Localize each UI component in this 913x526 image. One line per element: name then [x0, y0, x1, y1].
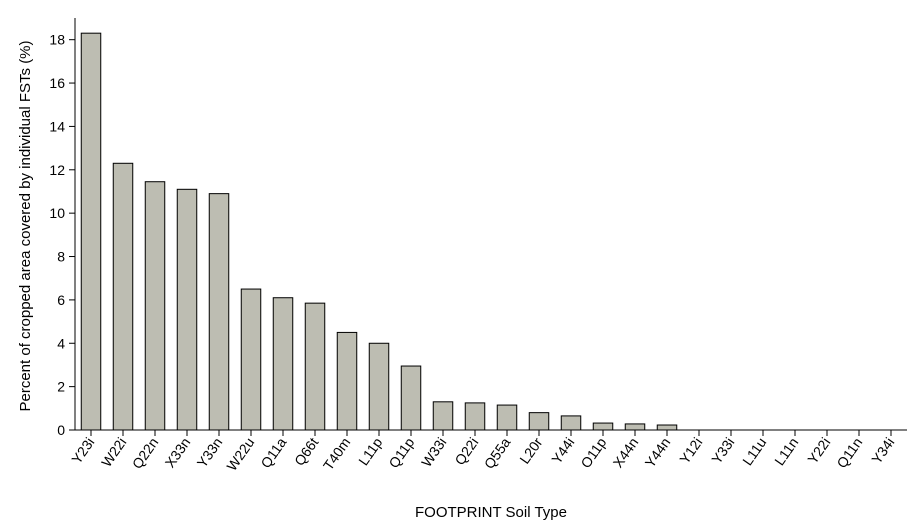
- x-tick-label: T40m: [320, 435, 354, 474]
- x-tick-label: W33i: [418, 435, 449, 470]
- bar-Y23i: [80, 32, 102, 431]
- x-tick-label: Y34i: [868, 435, 897, 467]
- bar-Q11p: [400, 365, 422, 431]
- x-tick-label: L11n: [771, 435, 801, 469]
- y-tick-label: 6: [57, 292, 65, 308]
- x-tick-label: Q55a: [481, 434, 514, 471]
- bar-Q66t: [304, 302, 326, 431]
- x-tick-label: Y22i: [804, 435, 833, 467]
- x-tick-label: W22u: [223, 435, 257, 474]
- bar-Q11a: [272, 297, 294, 431]
- x-tick-label: L11p: [355, 434, 385, 468]
- x-tick-label: Q66t: [291, 434, 322, 468]
- bar-Q55a: [496, 404, 518, 431]
- x-tick-label: X33n: [162, 435, 194, 471]
- y-tick-label: 14: [49, 118, 65, 134]
- bar-X44n: [624, 423, 646, 431]
- y-axis-title: Percent of cropped area covered by indiv…: [17, 40, 34, 411]
- bar-O11p: [592, 422, 614, 431]
- y-tick-label: 4: [57, 335, 65, 351]
- y-tick-label: 8: [57, 249, 65, 265]
- x-tick-label: Q22i: [451, 435, 481, 468]
- x-tick-label: Q22n: [129, 435, 162, 472]
- bar-W33i: [432, 401, 454, 431]
- bar-Q22n: [144, 181, 166, 431]
- bar-Y44i: [560, 415, 582, 431]
- bar-X33n: [176, 188, 198, 431]
- bars-group: [80, 32, 678, 431]
- bar-T40m: [336, 331, 358, 431]
- y-tick-label: 2: [57, 379, 65, 395]
- y-axis-ticks: 0 2 4 6 8 10 12 14 16 18: [49, 32, 75, 438]
- bar-Q22i: [464, 402, 486, 431]
- x-tick-label: Q11p: [385, 434, 417, 471]
- bar-Y33n: [208, 193, 230, 431]
- x-tick-label: Y23i: [68, 435, 97, 467]
- y-tick-label: 0: [57, 422, 65, 438]
- x-tick-label: L11u: [739, 435, 769, 469]
- bar-L11p: [368, 342, 390, 431]
- bar-Y44n: [656, 424, 678, 431]
- x-tick-label: W22i: [98, 435, 129, 470]
- y-tick-label: 12: [49, 162, 65, 178]
- x-tick-label: O11p: [577, 434, 609, 471]
- x-tick-label: L20r: [516, 434, 545, 466]
- x-tick-label: Y44n: [642, 435, 674, 471]
- x-tick-label: Y33n: [194, 435, 226, 471]
- x-tick-label: Q11n: [833, 435, 865, 471]
- x-tick-label: X44n: [610, 435, 642, 471]
- bar-L20r: [528, 412, 550, 431]
- bar-W22i: [112, 162, 134, 431]
- x-axis-title: FOOTPRINT Soil Type: [415, 504, 567, 521]
- y-tick-label: 10: [49, 205, 65, 221]
- y-tick-label: 16: [49, 75, 65, 91]
- x-tick-label: Y12i: [676, 435, 705, 467]
- x-tick-label: Y44i: [548, 435, 577, 467]
- y-tick-label: 18: [49, 32, 65, 48]
- x-tick-label: Q11a: [257, 434, 289, 471]
- x-tick-label: Y33i: [708, 435, 737, 467]
- bar-W22u: [240, 288, 262, 431]
